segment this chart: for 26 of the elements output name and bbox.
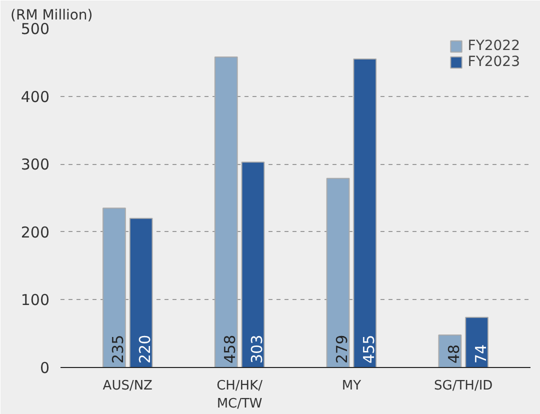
y-tick-label: 300 <box>20 156 50 174</box>
data-label: 48 <box>444 344 463 364</box>
data-label: 458 <box>221 334 240 364</box>
x-tick-label: CH/HK/ MC/TW <box>216 378 264 412</box>
bar <box>353 58 377 368</box>
x-tick-label: AUS/NZ <box>102 378 153 394</box>
data-label: 303 <box>248 334 266 364</box>
bar <box>326 178 350 368</box>
legend-label: FY2023 <box>468 54 520 70</box>
bar <box>241 162 265 368</box>
legend-label: FY2022 <box>468 38 520 54</box>
data-label: 279 <box>333 334 352 364</box>
bar <box>129 218 153 368</box>
y-tick-label: 100 <box>20 291 50 310</box>
bar <box>102 208 126 368</box>
y-tick-label: 400 <box>20 88 50 106</box>
data-label: 455 <box>360 334 378 364</box>
x-tick-label: SG/TH/ID <box>434 378 493 394</box>
y-tick-label: 200 <box>20 223 50 242</box>
bar <box>214 56 238 368</box>
y-tick-label: 0 <box>40 359 50 377</box>
bar <box>465 316 488 368</box>
data-label: 220 <box>136 334 154 364</box>
data-label: 235 <box>109 334 128 364</box>
x-tick-label: MY <box>342 378 362 394</box>
data-label: 74 <box>472 344 490 364</box>
